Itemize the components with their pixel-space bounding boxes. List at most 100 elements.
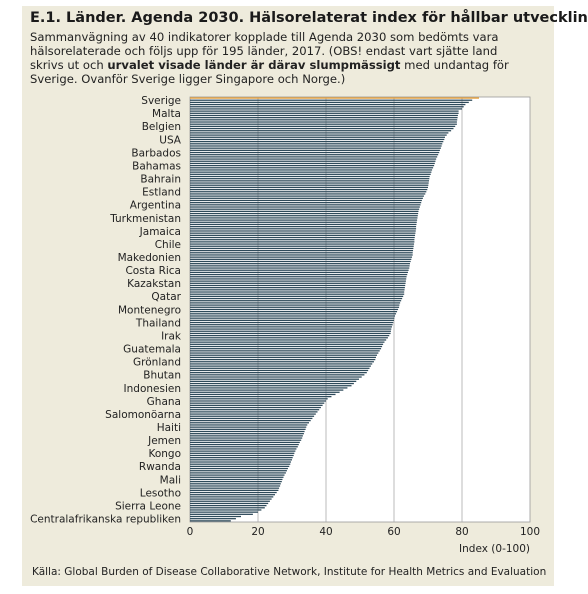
bar (190, 369, 369, 372)
bar (190, 273, 408, 276)
bar (190, 387, 348, 389)
bar (190, 117, 458, 119)
bar (190, 269, 409, 271)
bar (190, 374, 365, 376)
bar (190, 343, 384, 345)
bar (190, 291, 405, 293)
bar (190, 225, 417, 228)
bar (190, 319, 394, 321)
y-tick-label: Estland (142, 187, 181, 199)
bar (190, 167, 434, 169)
bar (190, 156, 438, 158)
bar (190, 247, 414, 250)
bar (190, 378, 359, 380)
bar (190, 376, 362, 378)
bar (190, 385, 352, 387)
y-tick-label: Jamaica (139, 226, 181, 238)
bar (190, 457, 293, 459)
bar (190, 304, 400, 306)
bar (190, 483, 281, 485)
y-tick-label: Montenegro (118, 304, 181, 316)
bar (190, 106, 464, 108)
bar (190, 507, 265, 509)
bar (190, 230, 416, 232)
bar (190, 114, 458, 117)
y-tick-label: Sverige (141, 95, 181, 107)
bar (190, 389, 344, 391)
bar (190, 382, 354, 385)
bar (190, 422, 309, 424)
bar (190, 485, 281, 487)
bar (190, 417, 313, 420)
bar (190, 341, 385, 343)
bar (190, 430, 305, 433)
source: Källa: Global Burden of Disease Collabor… (32, 566, 546, 578)
y-tick-label: Grönland (133, 357, 181, 369)
bar (190, 99, 473, 101)
bar (190, 260, 411, 263)
y-tick-label: Chile (155, 239, 181, 251)
bar (190, 204, 421, 206)
bar (190, 435, 303, 437)
bar (190, 143, 443, 145)
bar (190, 367, 370, 369)
bar (190, 494, 275, 496)
bar (190, 324, 393, 326)
bar (190, 454, 294, 457)
bar (190, 452, 295, 454)
x-tick-label: 20 (251, 526, 264, 538)
bar (190, 428, 306, 430)
bar (190, 186, 428, 189)
bar (190, 127, 454, 130)
bar (190, 476, 284, 478)
bar (190, 239, 415, 241)
bar (190, 491, 277, 494)
bar (190, 400, 326, 402)
bar (190, 164, 435, 167)
bar (190, 182, 429, 184)
x-axis-label: Index (0-100) (459, 543, 530, 555)
bar (190, 138, 445, 141)
bar (190, 97, 479, 99)
x-tick-label: 60 (387, 526, 400, 538)
y-tick-label: Thailand (135, 317, 181, 329)
bar (190, 136, 445, 138)
y-tick-label: Irak (161, 330, 182, 342)
x-tick-label: 80 (455, 526, 468, 538)
bar (190, 221, 417, 223)
bar (190, 391, 340, 393)
bar (190, 300, 402, 302)
bar (190, 245, 414, 247)
bar (190, 236, 415, 239)
bar (190, 241, 415, 243)
bar (190, 252, 413, 254)
subtitle-bold: urvalet visade länder är därav slumpmäss… (107, 58, 401, 72)
bar (190, 409, 320, 411)
bar (190, 395, 332, 398)
bar (190, 509, 262, 511)
bar (190, 463, 291, 465)
bar (190, 145, 442, 147)
bar (190, 480, 282, 483)
bar (190, 467, 288, 470)
bar (190, 348, 382, 350)
bar (190, 101, 469, 104)
bar (190, 339, 387, 341)
bar (190, 228, 417, 230)
bar (190, 470, 287, 472)
bar (190, 123, 457, 125)
y-tick-label: Lesotho (140, 487, 181, 499)
y-tick-label: Kongo (148, 448, 181, 460)
y-tick-label: Salomonöarna (105, 409, 181, 421)
bar (190, 234, 416, 236)
bar (190, 496, 274, 498)
bar (190, 108, 462, 110)
bar (190, 306, 400, 308)
bar (190, 140, 444, 143)
y-tick-label: Kazakstan (127, 278, 181, 290)
bar (190, 278, 407, 280)
bar (190, 197, 423, 199)
bar (190, 297, 403, 300)
